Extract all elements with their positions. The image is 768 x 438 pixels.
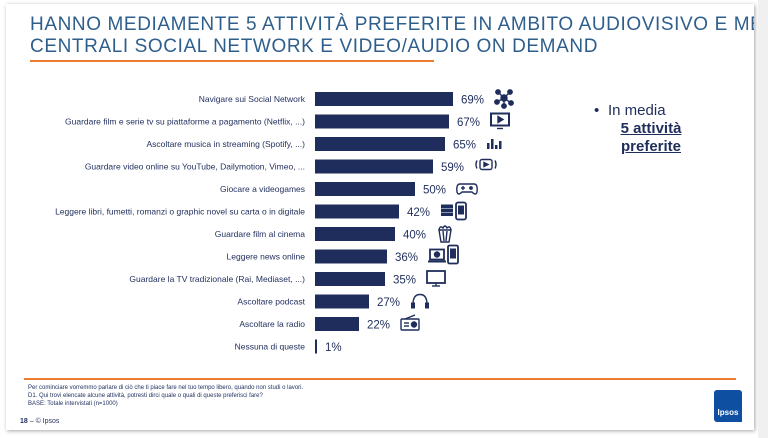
- value-label: 22%: [367, 320, 390, 332]
- bar: [315, 137, 445, 151]
- category-label: Nessuna di queste: [235, 342, 306, 352]
- category-label: Leggere libri, fumetti, romanzi o graphi…: [55, 207, 305, 217]
- bar: [315, 272, 385, 286]
- popcorn-icon: [438, 225, 452, 243]
- category-label: Ascoltare podcast: [237, 297, 305, 307]
- category-label: Guardare video online su YouTube, Dailym…: [85, 162, 305, 172]
- bar: [315, 249, 387, 264]
- bar: [315, 204, 399, 219]
- gamepad-icon: [456, 183, 478, 195]
- category-label: Leggere news online: [227, 252, 306, 262]
- bar: [315, 227, 395, 241]
- copyright: – © Ipsos: [27, 418, 60, 425]
- bar: [315, 182, 415, 196]
- equalizer-icon: [487, 139, 502, 149]
- bar: [315, 317, 359, 331]
- logo-text: Ipsos: [717, 408, 739, 417]
- page-footer: 18 – © Ipsos: [20, 418, 59, 425]
- value-label: 27%: [377, 297, 400, 309]
- footnote: Per cominciare vorremmo parlare di ciò c…: [28, 384, 588, 408]
- monitor-icon: [426, 270, 446, 287]
- value-label: 65%: [453, 140, 476, 152]
- ipsos-logo: Ipsos: [714, 390, 742, 422]
- category-label: Guardare film al cinema: [215, 229, 306, 239]
- category-label: Guardare film e serie tv su piattaforme …: [65, 117, 305, 127]
- value-label: 42%: [407, 207, 430, 219]
- video-stream-icon: [475, 158, 497, 171]
- side-note-emphasis-line-1: 5 attività: [620, 120, 682, 137]
- category-label: Giocare a videogames: [220, 184, 305, 194]
- value-label: 59%: [441, 162, 464, 174]
- bar: [315, 92, 453, 106]
- value-label: 36%: [395, 252, 418, 264]
- page-number: 18: [20, 418, 28, 425]
- radio-icon: [400, 314, 420, 331]
- slide: HANNO MEDIAMENTE 5 ATTIVITÀ PREFERITE IN…: [6, 4, 754, 430]
- side-note-emphasis: 5 attività preferite: [616, 120, 686, 156]
- side-note-bullet: •: [594, 102, 600, 119]
- laptop-phone-icon: [428, 244, 459, 265]
- bar-chart: Navigare sui Social Network 69% Guardare f…: [55, 89, 514, 354]
- value-label: 1%: [325, 342, 342, 354]
- scrollbar[interactable]: [758, 0, 768, 438]
- bar: [315, 339, 317, 354]
- bar: [315, 294, 369, 309]
- bar: [315, 159, 433, 174]
- bar: [315, 114, 449, 129]
- headphones-icon: [411, 293, 429, 309]
- side-note-label: In media: [608, 102, 666, 119]
- network-icon: [494, 89, 514, 109]
- category-label: Ascoltare musica in streaming (Spotify, …: [146, 139, 305, 149]
- footer-divider: [24, 378, 736, 380]
- category-label: Navigare sui Social Network: [199, 94, 306, 104]
- value-label: 40%: [403, 230, 426, 242]
- title-line-2: CENTRALI SOCIAL NETWORK E VIDEO/AUDIO ON…: [30, 36, 599, 57]
- title-divider: [30, 60, 434, 62]
- category-label: Guardare la TV tradizionale (Rai, Medias…: [129, 274, 305, 284]
- footnote-line-1: Per cominciare vorremmo parlare di ciò c…: [28, 385, 304, 391]
- value-label: 69%: [461, 95, 484, 107]
- category-label: Ascoltare la radio: [239, 319, 305, 329]
- value-label: 67%: [457, 117, 480, 129]
- slide-title: HANNO MEDIAMENTE 5 ATTIVITÀ PREFERITE IN…: [30, 14, 754, 58]
- tv-play-icon: [490, 112, 510, 130]
- footnote-line-2: D1. Qui trovi elencate alcune attività, …: [28, 393, 263, 399]
- value-label: 35%: [393, 275, 416, 287]
- footnote-line-3: BASE: Totale intervistati (n=1000): [28, 401, 118, 407]
- title-line-1: HANNO MEDIAMENTE 5 ATTIVITÀ PREFERITE IN…: [30, 14, 754, 35]
- books-tablet-icon: [441, 201, 467, 221]
- side-note-emphasis-line-2: preferite: [620, 138, 682, 155]
- value-label: 50%: [423, 185, 446, 197]
